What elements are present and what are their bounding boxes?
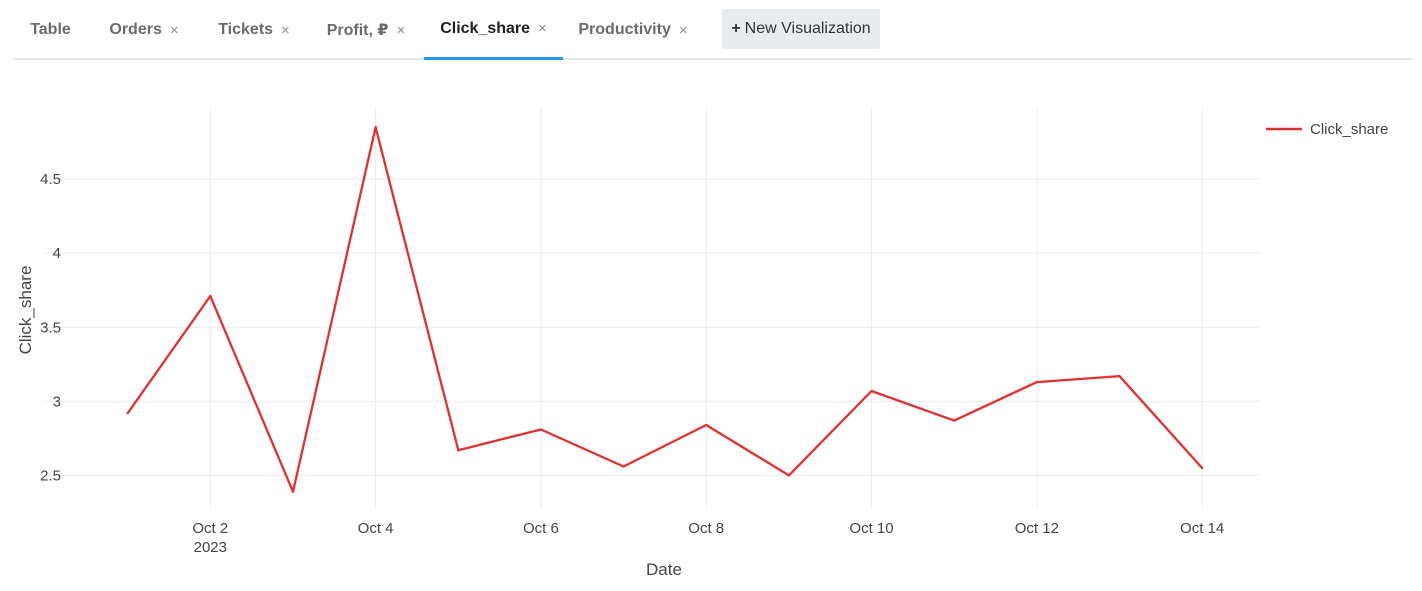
legend[interactable]: Click_share <box>1266 121 1388 138</box>
tab-tickets[interactable]: Tickets × <box>203 0 305 60</box>
legend-label: Click_share <box>1310 121 1388 138</box>
y-axis-title: Click_share <box>16 266 35 355</box>
close-icon[interactable]: × <box>281 21 290 39</box>
tab-label: Orders <box>109 21 162 38</box>
x-tick-label: Oct 8 <box>688 520 724 537</box>
close-icon[interactable]: × <box>169 21 179 39</box>
y-tick-label: 4.5 <box>40 171 61 188</box>
x-tick-label: Oct 14 <box>1180 520 1224 537</box>
data-point <box>870 389 873 393</box>
series-layer <box>126 126 1204 493</box>
data-point <box>374 126 377 129</box>
new-visualization-button[interactable]: + New Visualization <box>722 9 880 49</box>
plus-icon: + <box>731 20 741 37</box>
x-tick-label: Oct 2 <box>192 520 228 537</box>
y-tick-label: 2.5 <box>40 467 61 484</box>
data-point <box>209 294 212 298</box>
y-tick-label: 3 <box>53 393 61 410</box>
data-point <box>1200 466 1204 470</box>
tab-click-share[interactable]: Click_share × <box>424 0 563 60</box>
x-tick-label: Oct 4 <box>358 520 394 537</box>
tab-orders[interactable]: Orders × <box>95 0 193 60</box>
data-point <box>787 474 791 477</box>
tab-label: Tickets <box>218 21 274 38</box>
data-point <box>457 449 460 452</box>
close-icon[interactable]: × <box>678 21 688 39</box>
x-axis-title: Date <box>646 560 682 579</box>
data-point <box>705 423 708 427</box>
axis-ticks: Oct 2 2023 Oct 4 Oct 6 Oct 8 Oct 10 Oct 12 Oct … <box>40 171 1224 556</box>
tab-label: Table <box>30 21 71 38</box>
tab-label: Productivity <box>578 21 671 38</box>
x-tick-sublabel: 2023 <box>194 539 227 556</box>
y-tick-label: 3.5 <box>40 319 61 336</box>
x-tick-label: Oct 12 <box>1015 520 1059 537</box>
new-visualization-label: New Visualization <box>744 20 871 37</box>
data-point <box>126 411 129 415</box>
grid-lines <box>45 108 1260 508</box>
x-tick-label: Oct 10 <box>849 520 893 537</box>
data-point <box>1035 380 1039 384</box>
y-tick-label: 4 <box>53 245 61 262</box>
visualization-tabbar: Table Orders × Tickets × Profit, ₽ × Cli… <box>13 0 1413 60</box>
data-point <box>291 490 295 493</box>
data-point <box>1118 374 1121 378</box>
tab-label: Profit, ₽ <box>326 22 389 39</box>
close-icon[interactable]: × <box>396 21 406 39</box>
x-tick-label: Oct 6 <box>523 520 559 537</box>
tab-productivity[interactable]: Productivity × <box>571 0 695 60</box>
tab-label: Click_share <box>440 19 531 37</box>
data-point <box>952 419 956 422</box>
data-point <box>539 428 543 431</box>
close-icon[interactable]: × <box>538 20 547 37</box>
tab-profit[interactable]: Profit, ₽ × <box>315 0 417 60</box>
tab-table[interactable]: Table <box>13 0 88 60</box>
series-line <box>126 126 1203 493</box>
data-point <box>622 465 625 468</box>
